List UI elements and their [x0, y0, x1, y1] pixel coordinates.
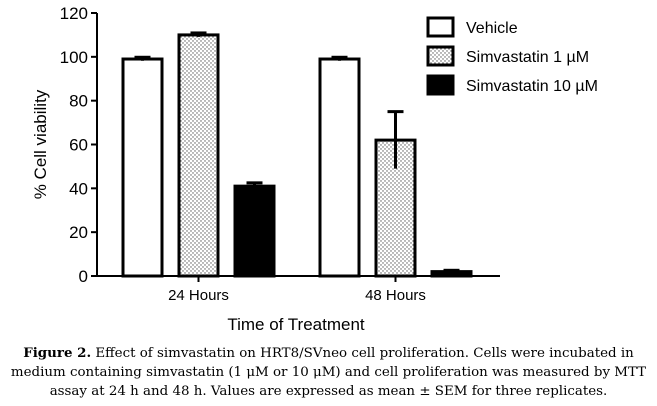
y-tick-label: 80	[69, 92, 88, 111]
bar-0-2	[233, 184, 276, 278]
y-tick-label: 40	[69, 179, 88, 198]
legend-label: Vehicle	[466, 20, 518, 37]
bar-chart: 0 20 40 60 80 100 120 % Cell viability Time of T…	[31, 4, 598, 334]
chart-legend: Vehicle Simvastatin 1 µM Simvastatin 10 µM	[426, 16, 598, 96]
legend-swatch	[426, 74, 455, 96]
legend-swatch	[426, 16, 455, 38]
bar-0-1	[177, 33, 220, 278]
y-axis-label: % Cell viability	[31, 89, 50, 199]
x-tick-label: 48 Hours	[365, 287, 426, 304]
legend-swatch	[426, 45, 455, 67]
x-axis-label: Time of Treatment	[227, 315, 365, 334]
bar-1-0	[318, 57, 361, 278]
figure-caption: Figure 2. Effect of simvastatin on HRT8/…	[4, 344, 653, 401]
y-tick-label: 20	[69, 223, 88, 242]
y-tick-label: 100	[60, 48, 88, 67]
x-tick-label: 24 Hours	[168, 287, 229, 304]
caption-label: Figure 2.	[23, 345, 92, 361]
legend-label: Simvastatin 10 µM	[466, 78, 598, 95]
y-tick-label: 60	[69, 136, 88, 155]
legend-label: Simvastatin 1 µM	[466, 49, 589, 66]
y-tick-label: 120	[60, 4, 88, 23]
bar-0-0	[121, 57, 164, 278]
y-tick-label: 0	[79, 267, 88, 286]
caption-text: Effect of simvastatin on HRT8/SVneo cell…	[10, 346, 647, 399]
chart-bars	[121, 31, 473, 278]
